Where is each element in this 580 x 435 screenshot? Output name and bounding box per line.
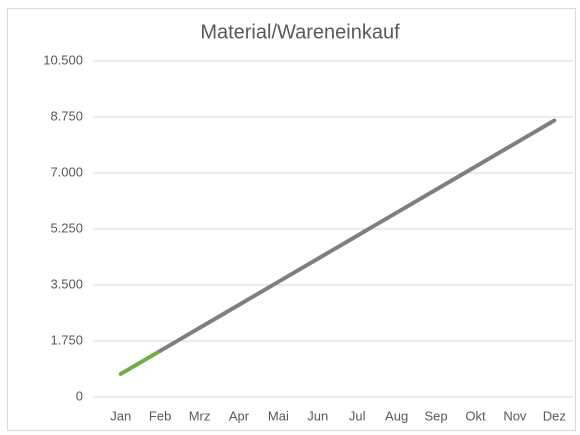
x-tick-label: Mrz [189,408,211,423]
x-tick-label: Apr [229,408,250,423]
x-tick-label: Aug [385,408,408,423]
y-tick-label: 8.750 [50,108,83,123]
y-tick-label: 7.000 [50,164,83,179]
x-tick-label: Mai [268,408,289,423]
x-tick-label: Feb [149,408,171,423]
x-tick-label: Jul [349,408,366,423]
y-tick-label: 0 [76,388,83,403]
y-tick-label: 3.500 [50,276,83,291]
y-tick-label: 10.500 [43,52,83,67]
line-series [158,118,557,353]
x-tick-label: Nov [503,408,527,423]
x-tick-label: Dez [543,408,566,423]
x-tick-label: Jun [307,408,328,423]
line-series [118,348,163,376]
x-tick-label: Jan [110,408,131,423]
x-tick-label: Okt [465,408,486,423]
x-tick-label: Sep [424,408,447,423]
y-tick-label: 5.250 [50,220,83,235]
chart-frame [7,8,576,431]
chart-title: Material/Wareneinkauf [200,21,400,43]
y-tick-label: 1.750 [50,332,83,347]
